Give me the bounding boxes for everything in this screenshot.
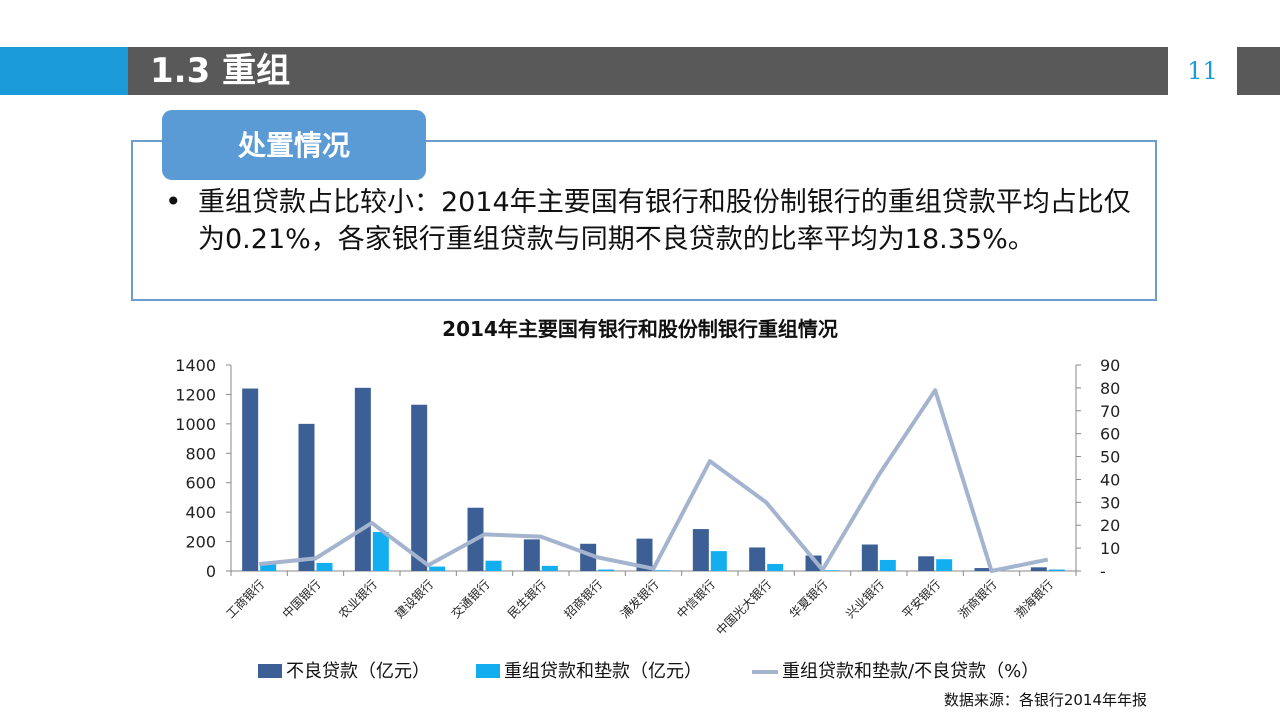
- x-tick-label: 平安银行: [899, 577, 944, 622]
- bar-npl: [636, 538, 653, 571]
- bar-restructured: [429, 566, 446, 571]
- x-tick-label: 兴业银行: [843, 577, 887, 621]
- x-tick-label: 中信银行: [673, 577, 718, 622]
- y-right-tick-label: 70: [1100, 402, 1120, 421]
- bar-npl: [692, 529, 709, 571]
- bullet-icon: •: [165, 185, 182, 218]
- callout-tag: 处置情况: [162, 110, 426, 180]
- bar-npl: [918, 556, 935, 571]
- legend-label: 不良贷款（亿元）: [286, 661, 430, 682]
- x-tick-label: 渤海银行: [1011, 577, 1056, 622]
- y-right-tick-label: 80: [1100, 379, 1120, 398]
- y-left-tick-label: 200: [185, 533, 216, 552]
- bar-npl: [298, 423, 315, 571]
- bullet-text: 重组贷款占比较小：2014年主要国有银行和股份制银行的重组贷款平均占比仅为0.2…: [198, 187, 1131, 255]
- header-bar-end: [1237, 47, 1280, 95]
- x-tick-label: 招商银行: [561, 577, 606, 622]
- header-bar: [128, 47, 1168, 95]
- bar-npl: [354, 387, 371, 571]
- y-right-tick-label: 90: [1100, 356, 1120, 375]
- bar-restructured: [598, 569, 615, 571]
- legend-swatch-npl: [258, 664, 282, 678]
- bar-npl: [411, 404, 428, 571]
- bar-restructured: [936, 559, 953, 571]
- bar-line-chart: 2014年主要国有银行和股份制银行重组情况 0 200 400 600 800 1000 12…: [175, 317, 1120, 682]
- page-number: 11: [1187, 57, 1218, 85]
- x-tick-label: 华夏银行: [787, 577, 831, 621]
- y-right-tick-label: 50: [1100, 448, 1120, 467]
- y-left-tick-label: 1000: [175, 415, 216, 434]
- bar-restructured: [485, 560, 502, 571]
- y-left-tick-label: 1200: [175, 385, 216, 404]
- section-title: 1.3 重组: [150, 51, 291, 91]
- bar-restructured: [654, 570, 671, 571]
- y-left-tick-label: 600: [185, 474, 216, 493]
- x-tick-label: 交通银行: [448, 577, 493, 622]
- bar-restructured: [767, 563, 784, 571]
- x-tick-label: 浙商银行: [955, 577, 1000, 622]
- y-right-tick-label: 20: [1100, 516, 1120, 535]
- bar-restructured: [316, 562, 333, 571]
- chart-title: 2014年主要国有银行和股份制银行重组情况: [442, 317, 838, 341]
- bar-restructured: [541, 565, 558, 571]
- bar-restructured: [260, 563, 277, 571]
- bar-npl: [1030, 567, 1047, 571]
- bar-npl: [749, 547, 766, 571]
- y-left-tick-label: 400: [185, 503, 216, 522]
- legend-label: 重组贷款和垫款（亿元）: [504, 661, 702, 682]
- x-tick-label: 民生银行: [505, 577, 549, 621]
- y-right-tick-label: -: [1100, 562, 1106, 581]
- x-tick-label: 农业银行: [336, 577, 380, 621]
- x-tick-label: 浦发银行: [617, 577, 662, 622]
- y-right-tick-label: 40: [1100, 470, 1120, 489]
- bar-restructured: [710, 551, 727, 571]
- y-right-tick-label: 10: [1100, 539, 1120, 558]
- bar-restructured: [823, 570, 840, 571]
- bar-npl: [805, 555, 822, 571]
- bar-npl: [861, 544, 878, 571]
- x-tick-label: 中国光大银行: [713, 577, 775, 639]
- y-right-tick-label: 60: [1100, 425, 1120, 444]
- bar-restructured: [879, 559, 896, 571]
- x-tick-label: 中国银行: [279, 577, 324, 622]
- y-left-tick-label: 0: [206, 562, 216, 581]
- legend-label: 重组贷款和垫款/不良贷款（%）: [782, 661, 1039, 682]
- x-tick-label: 建设银行: [392, 577, 436, 621]
- bar-npl: [242, 388, 259, 571]
- source-note: 数据来源：各银行2014年年报: [943, 691, 1147, 709]
- bar-npl: [974, 568, 991, 571]
- x-tick-label: 工商银行: [223, 577, 268, 622]
- y-left-tick-label: 1400: [175, 356, 216, 375]
- header-accent-bar: [0, 47, 128, 95]
- legend-swatch-restructured: [476, 664, 500, 678]
- bar-restructured: [372, 532, 389, 571]
- y-left-tick-label: 800: [185, 444, 216, 463]
- bar-restructured: [1048, 569, 1065, 571]
- y-right-tick-label: 30: [1100, 493, 1120, 512]
- bar-npl: [523, 539, 540, 571]
